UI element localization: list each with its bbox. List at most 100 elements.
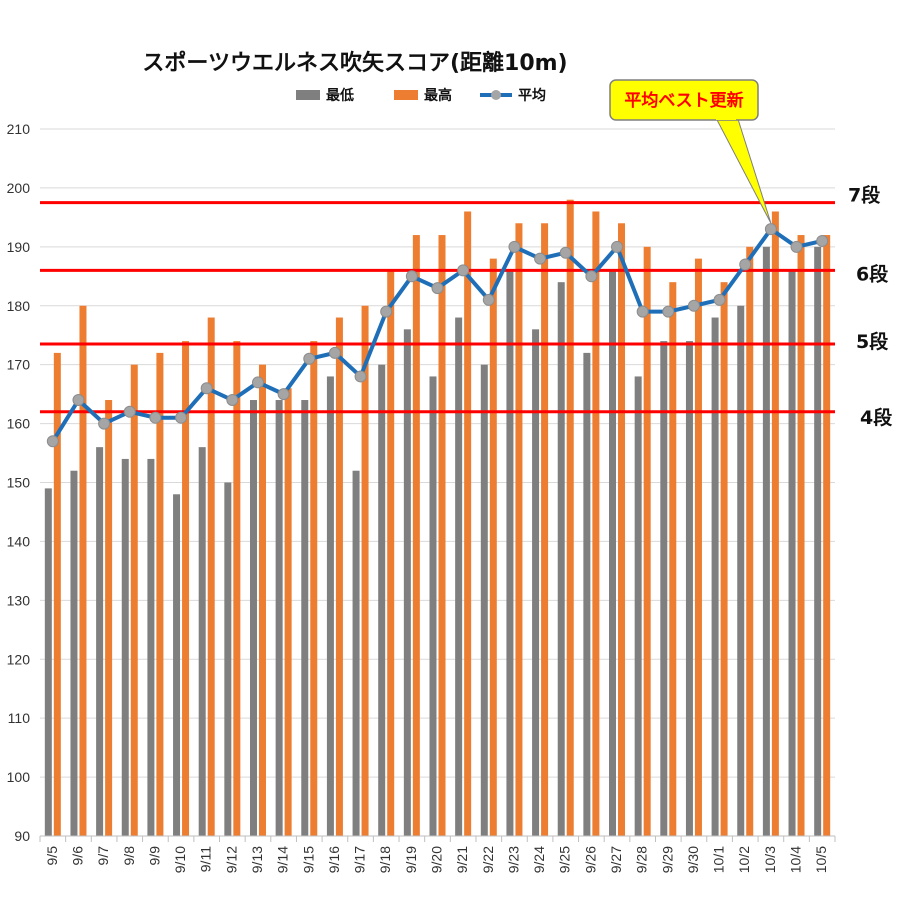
- y-tick-label: 190: [7, 239, 31, 255]
- callout-pointer: [714, 115, 772, 224]
- x-tick-label: 9/25: [557, 846, 573, 873]
- average-marker: [739, 258, 752, 271]
- dan-label: 6段: [856, 262, 889, 285]
- bar-max: [130, 364, 138, 836]
- bar-min: [737, 305, 745, 836]
- x-tick-label: 9/8: [121, 846, 137, 866]
- bar-min: [685, 341, 693, 836]
- dan-label: 4段: [860, 406, 893, 429]
- bar-min: [249, 400, 257, 836]
- legend-label-max: 最高: [424, 87, 452, 104]
- bar-max: [105, 400, 113, 836]
- bar-max: [669, 282, 677, 836]
- y-tick-label: 170: [7, 357, 31, 373]
- legend-swatch-max: [394, 90, 418, 100]
- bar-max: [823, 235, 831, 837]
- x-tick-label: 9/10: [172, 846, 188, 873]
- y-tick-label: 110: [8, 710, 31, 726]
- average-marker: [405, 270, 418, 283]
- x-tick-label: 10/4: [788, 846, 804, 873]
- y-tick-label: 210: [7, 121, 31, 137]
- x-tick-label: 9/23: [505, 846, 521, 873]
- x-axis: 9/5 9/6 9/7 9/8 9/9 9/10 9/11 9/12 9/13 9/14 9/15 9…: [39, 835, 836, 873]
- average-marker: [687, 299, 700, 312]
- average-marker: [790, 240, 803, 253]
- x-tick-label: 9/9: [146, 846, 162, 866]
- average-marker: [123, 405, 136, 418]
- x-tick-label: 9/28: [634, 846, 650, 873]
- y-tick-label: 120: [7, 651, 31, 667]
- average-marker: [277, 388, 290, 401]
- average-marker: [200, 382, 213, 395]
- dan-label: 5段: [856, 330, 889, 353]
- average-marker: [328, 346, 341, 359]
- x-tick-label: 9/27: [608, 846, 624, 873]
- x-tick-label: 9/16: [326, 846, 342, 873]
- y-tick-label: 200: [7, 180, 31, 196]
- average-marker: [816, 234, 829, 247]
- average-marker: [431, 282, 444, 295]
- bar-max: [233, 341, 241, 836]
- bar-max: [566, 199, 574, 836]
- x-tick-label: 9/21: [454, 846, 470, 873]
- bar-max: [79, 305, 87, 836]
- x-tick-label: 9/6: [69, 846, 85, 866]
- callout-text: 平均ベスト更新: [624, 90, 743, 111]
- average-marker: [457, 264, 470, 277]
- bar-max: [771, 211, 779, 836]
- bar-max: [797, 235, 805, 837]
- x-tick-label: 9/12: [223, 846, 239, 873]
- x-tick-label: 9/24: [531, 846, 547, 873]
- average-marker: [303, 352, 316, 365]
- x-tick-label: 9/17: [352, 846, 368, 873]
- bar-max: [515, 223, 523, 836]
- average-marker: [149, 411, 162, 424]
- average-line: [51, 227, 823, 443]
- bar-min: [660, 341, 668, 836]
- average-marker: [175, 411, 188, 424]
- bar-max: [335, 317, 343, 836]
- bar-min: [480, 364, 488, 836]
- average-marker: [713, 293, 726, 306]
- bar-max: [464, 211, 472, 836]
- bar-min: [224, 482, 232, 836]
- bar-min: [70, 470, 78, 836]
- average-marker: [534, 252, 547, 265]
- bar-max: [53, 352, 61, 836]
- x-tick-label: 9/19: [403, 846, 419, 873]
- legend-swatch-min: [296, 90, 320, 100]
- average-marker: [226, 394, 239, 407]
- x-tick-label: 10/2: [736, 846, 752, 873]
- average-marker: [251, 376, 264, 389]
- callout-seam: [716, 116, 736, 120]
- bar-min: [711, 317, 719, 836]
- x-tick-label: 9/30: [685, 846, 701, 873]
- average-marker: [611, 240, 624, 253]
- legend-label-avg: 平均: [518, 87, 546, 104]
- bar-min: [198, 447, 206, 836]
- bar-min: [506, 270, 514, 836]
- bar-max: [156, 352, 164, 836]
- legend-marker-avg: [491, 90, 501, 100]
- bars: [44, 199, 831, 837]
- average-marker: [585, 270, 598, 283]
- legend-label-min: 最低: [326, 87, 354, 104]
- bar-min: [788, 270, 796, 836]
- bar-min: [301, 400, 309, 836]
- average-series: [46, 223, 829, 448]
- bar-min: [147, 458, 155, 836]
- x-tick-label: 9/29: [659, 846, 675, 873]
- bar-min: [378, 364, 386, 836]
- average-marker: [662, 305, 675, 318]
- bar-min: [814, 246, 822, 837]
- bar-min: [96, 447, 104, 836]
- bar-max: [720, 282, 728, 836]
- y-tick-label: 130: [7, 592, 31, 608]
- bar-max: [182, 341, 190, 836]
- y-tick-label: 90: [14, 828, 30, 844]
- chart-title: スポーツウエルネス吹矢スコア(距離10m): [142, 50, 567, 76]
- x-tick-label: 9/13: [249, 846, 265, 873]
- bar-min: [121, 458, 129, 836]
- y-axis-ticks: 90 100 110 120 130 140 150 160 170 180 190 200 210: [7, 121, 31, 844]
- bar-max: [207, 317, 215, 836]
